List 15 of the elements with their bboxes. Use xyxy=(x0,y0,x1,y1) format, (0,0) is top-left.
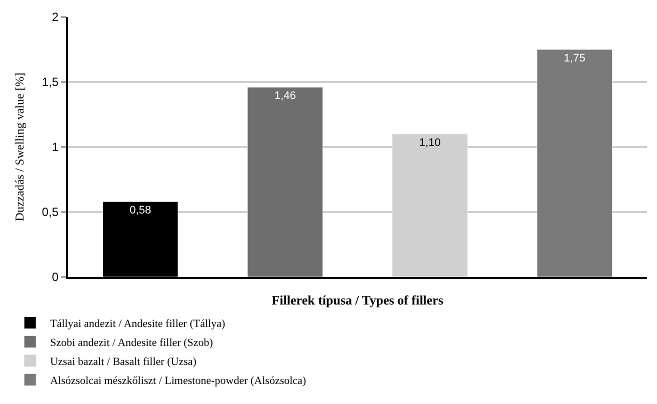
legend-label: Alsózsolcai mészkőliszt / Limestone-powder (Alsózsolca) xyxy=(50,374,306,387)
y-tick-label: 1,5 xyxy=(42,75,59,90)
legend-label: Tállyai andezit / Andesite filler (Tállya) xyxy=(50,318,226,330)
data-label: 1,46 xyxy=(274,90,296,102)
legend-label: Uzsai bazalt / Basalt filler (Uzsa) xyxy=(50,356,197,368)
y-tick-label: 1 xyxy=(52,140,59,154)
data-label: 1,10 xyxy=(419,137,441,149)
x-axis-title: Fillerek típusa / Types of fillers xyxy=(272,292,444,308)
y-tick-label: 2 xyxy=(52,10,59,24)
y-tick-label: 0,5 xyxy=(42,205,59,220)
data-label: 1,75 xyxy=(564,52,586,64)
y-axis-title: Duzzadás / Swelling value [%] xyxy=(12,72,27,222)
y-tick-label: 0 xyxy=(52,270,59,284)
data-label: 0,58 xyxy=(130,204,152,217)
legend-label: Szobi andezit / Andesite filler (Szob) xyxy=(50,336,214,349)
